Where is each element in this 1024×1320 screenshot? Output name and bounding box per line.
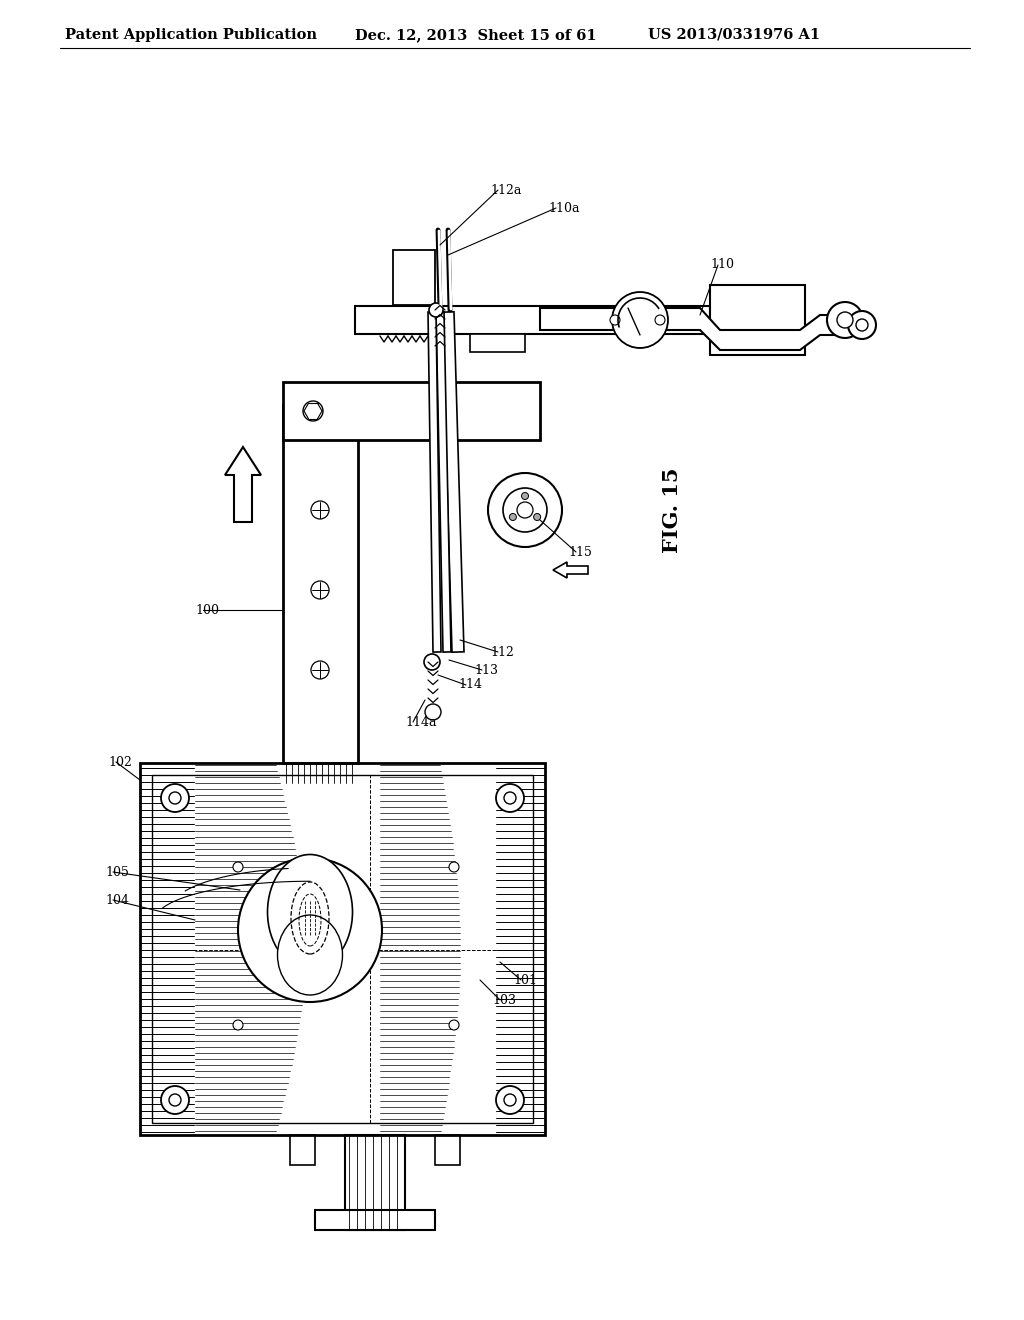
Polygon shape — [540, 308, 870, 350]
Text: 104: 104 — [105, 894, 129, 907]
Polygon shape — [436, 312, 451, 652]
Ellipse shape — [267, 854, 352, 969]
Text: 115: 115 — [568, 545, 592, 558]
Circle shape — [848, 312, 876, 339]
Text: US 2013/0331976 A1: US 2013/0331976 A1 — [648, 28, 820, 42]
Circle shape — [429, 304, 443, 317]
Text: 103: 103 — [492, 994, 516, 1006]
Text: 110a: 110a — [548, 202, 580, 214]
Text: 114: 114 — [458, 678, 482, 692]
FancyArrow shape — [225, 447, 261, 521]
Polygon shape — [442, 312, 464, 652]
Bar — [470, 334, 525, 352]
Circle shape — [233, 1020, 243, 1030]
Text: Patent Application Publication: Patent Application Publication — [65, 28, 317, 42]
Circle shape — [233, 862, 243, 873]
Bar — [710, 285, 805, 355]
Circle shape — [425, 704, 441, 719]
Circle shape — [169, 1094, 181, 1106]
Circle shape — [169, 792, 181, 804]
Bar — [355, 306, 710, 334]
Bar — [487, 473, 563, 548]
Circle shape — [509, 513, 516, 520]
Text: 113: 113 — [474, 664, 498, 676]
FancyArrow shape — [553, 562, 588, 578]
Bar — [283, 381, 540, 440]
Text: 105: 105 — [105, 866, 129, 879]
Bar — [435, 1135, 460, 1166]
Circle shape — [161, 1086, 189, 1114]
Text: 112a: 112a — [490, 183, 521, 197]
Circle shape — [161, 784, 189, 812]
Circle shape — [856, 319, 868, 331]
Bar — [290, 1135, 315, 1166]
Bar — [315, 1210, 435, 1230]
Circle shape — [424, 653, 440, 671]
Circle shape — [837, 312, 853, 327]
Circle shape — [504, 792, 516, 804]
Text: 100: 100 — [195, 603, 219, 616]
Text: 114a: 114a — [406, 715, 436, 729]
Circle shape — [449, 1020, 459, 1030]
Circle shape — [488, 473, 562, 546]
Circle shape — [504, 1094, 516, 1106]
Bar — [395, 252, 433, 304]
Text: FIG. 15: FIG. 15 — [662, 467, 682, 553]
Circle shape — [238, 858, 382, 1002]
Circle shape — [503, 488, 547, 532]
Text: 110: 110 — [710, 259, 734, 272]
Circle shape — [521, 492, 528, 499]
Bar — [345, 1135, 406, 1230]
Circle shape — [517, 502, 534, 517]
Circle shape — [449, 862, 459, 873]
Circle shape — [610, 315, 620, 325]
Text: 102: 102 — [108, 755, 132, 768]
Circle shape — [496, 1086, 524, 1114]
Text: 101: 101 — [513, 974, 537, 986]
Bar — [140, 763, 545, 1135]
Circle shape — [496, 784, 524, 812]
Polygon shape — [428, 312, 441, 652]
Ellipse shape — [278, 915, 342, 995]
Circle shape — [655, 315, 665, 325]
Circle shape — [534, 513, 541, 520]
Circle shape — [311, 581, 329, 599]
Circle shape — [827, 302, 863, 338]
Bar — [152, 775, 534, 1123]
Bar — [283, 405, 358, 763]
Text: 112: 112 — [490, 645, 514, 659]
Bar — [140, 763, 545, 1135]
Text: Dec. 12, 2013  Sheet 15 of 61: Dec. 12, 2013 Sheet 15 of 61 — [355, 28, 597, 42]
Circle shape — [612, 292, 668, 348]
Circle shape — [311, 502, 329, 519]
Bar — [393, 249, 435, 305]
Circle shape — [303, 401, 323, 421]
Circle shape — [311, 661, 329, 678]
